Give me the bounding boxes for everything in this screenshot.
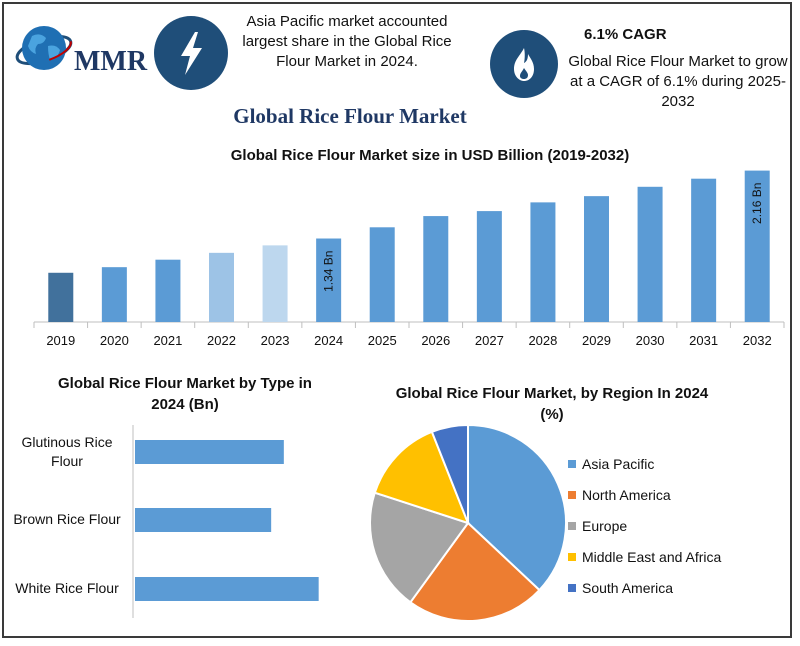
legend-item: Europe — [568, 510, 721, 541]
flame-icon-badge — [490, 30, 558, 98]
cagr-callout: Global Rice Flour Market to grow at a CA… — [568, 53, 788, 110]
x-tick-label: 2027 — [475, 333, 504, 348]
page-title: Global Rice Flour Market — [233, 104, 467, 128]
globe-icon: MMR — [15, 26, 148, 77]
flame-icon — [514, 48, 534, 81]
x-tick-label: 2032 — [743, 333, 772, 348]
logo-text: MMR — [74, 46, 148, 77]
bar-2023 — [262, 245, 288, 322]
x-tick-label: 2023 — [261, 333, 290, 348]
legend-label: Middle East and Africa — [582, 548, 722, 565]
bar-2021 — [155, 259, 181, 322]
bar-2027 — [476, 211, 502, 322]
legend-label: South America — [582, 579, 674, 596]
x-tick-label: 2026 — [421, 333, 450, 348]
bar-2032 — [744, 170, 770, 322]
bar-2031 — [691, 178, 717, 322]
legend-swatch — [568, 490, 576, 499]
legend-swatch — [568, 583, 576, 592]
bar-2029 — [584, 196, 609, 322]
legend-item: South America — [568, 572, 721, 603]
pie-slice — [373, 430, 470, 525]
legend-item: Asia Pacific — [568, 448, 721, 479]
x-tick-label: 2024 — [314, 333, 343, 348]
bar-2030 — [637, 186, 663, 322]
region-chart-title: Global Rice Flour Market, by Region In 2… — [395, 385, 709, 423]
type-bar — [135, 508, 272, 532]
type-bar — [135, 577, 319, 601]
mmr-logo: MMR — [12, 16, 148, 80]
lightning-bolt-icon — [181, 32, 202, 75]
type-category-label: Glutinous Rice Flour — [21, 434, 113, 469]
legend-label: Europe — [582, 517, 628, 534]
legend-item: North America — [568, 479, 721, 510]
bolt-icon-badge — [154, 16, 228, 90]
legend-label: North America — [582, 486, 671, 503]
x-tick-label: 2028 — [528, 333, 557, 348]
x-tick-label: 2025 — [368, 333, 397, 348]
legend-item: Middle East and Africa — [568, 541, 721, 572]
cagr-title: 6.1% CAGR — [584, 26, 667, 43]
type-bar — [135, 440, 284, 464]
bar-2019 — [48, 272, 74, 322]
x-tick-label: 2031 — [689, 333, 718, 348]
bar-2026 — [423, 216, 449, 322]
bar-2022 — [209, 252, 234, 322]
type-category-label: White Rice Flour — [15, 580, 119, 596]
type-category-label: Brown Rice Flour — [13, 511, 121, 527]
asia-pacific-callout: Asia Pacific market accounted largest sh… — [242, 13, 452, 70]
x-tick-label: 2020 — [100, 333, 129, 348]
x-tick-label: 2030 — [636, 333, 665, 348]
bar-data-label: 2.16 Bn — [750, 183, 764, 224]
bar-2024 — [316, 238, 342, 322]
bar-2020 — [101, 267, 127, 322]
pie-slice — [467, 423, 567, 592]
type-chart-title: Global Rice Flour Market by Type in 2024… — [58, 375, 312, 413]
market-size-bar-chart: 2019 2020 2021 2022 2023 2024 1.34 Bn 2025 2026 2… — [33, 170, 785, 348]
bar-2028 — [530, 202, 556, 322]
x-tick-label: 2029 — [582, 333, 611, 348]
bar-2025 — [369, 227, 395, 322]
x-tick-label: 2019 — [46, 333, 75, 348]
region-legend: Asia Pacific North America Europe Middle Ea… — [568, 448, 721, 603]
legend-swatch — [568, 521, 576, 530]
x-tick-label: 2021 — [153, 333, 182, 348]
legend-swatch — [568, 552, 576, 561]
x-tick-label: 2022 — [207, 333, 236, 348]
pie-slice — [408, 521, 541, 622]
bar-data-label: 1.34 Bn — [322, 251, 336, 292]
legend-swatch — [568, 459, 576, 468]
market-size-chart-title: Global Rice Flour Market size in USD Bil… — [230, 147, 630, 164]
legend-label: Asia Pacific — [582, 455, 655, 472]
pie-slice — [369, 491, 470, 604]
pie-slice — [430, 423, 469, 524]
